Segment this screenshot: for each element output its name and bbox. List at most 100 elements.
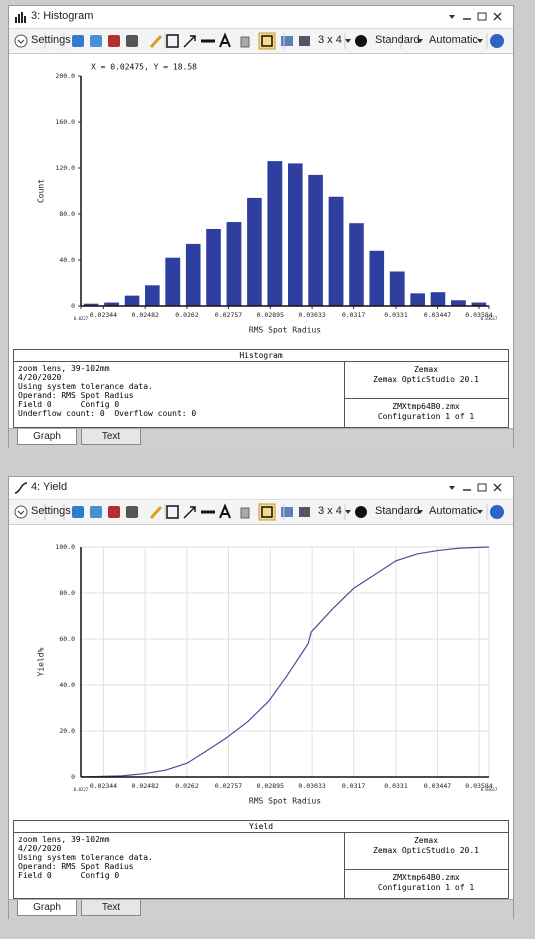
y-tick-label: 40.0 bbox=[59, 681, 75, 689]
tab[interactable]: Graph bbox=[17, 429, 77, 445]
tool-icon bbox=[72, 35, 84, 47]
histogram-bar bbox=[410, 293, 425, 306]
x-tick-label: 0.0262 bbox=[175, 311, 199, 319]
icon-curve bbox=[14, 482, 28, 494]
info-line: zoom lens, 39-102mm bbox=[18, 835, 110, 844]
info-line: Operand: RMS Spot Radius bbox=[18, 391, 134, 400]
tab[interactable]: Text bbox=[81, 429, 141, 445]
histogram-bar bbox=[83, 303, 99, 306]
x-tick-label: 0.02895 bbox=[257, 782, 284, 790]
x-tick-label: 0.03447 bbox=[424, 311, 451, 319]
close bbox=[493, 483, 502, 492]
rect-tool bbox=[166, 34, 179, 48]
toolbar-label[interactable]: Settings bbox=[31, 505, 71, 517]
y-tick-label: 200.0 bbox=[55, 72, 75, 80]
icon-bar bbox=[21, 12, 23, 23]
window-title: 4: Yield bbox=[31, 481, 68, 493]
layer-tool bbox=[299, 507, 310, 517]
window-tool bbox=[281, 507, 293, 517]
info-title: Yield bbox=[248, 822, 274, 831]
x-tick-label: 0.03033 bbox=[298, 782, 325, 790]
tool-icon bbox=[108, 506, 120, 518]
x-tick-label: 0.03033 bbox=[298, 311, 325, 319]
histogram-bar bbox=[145, 285, 160, 306]
window-controls bbox=[449, 12, 502, 21]
info-line: Field 0 Config 0 bbox=[18, 871, 120, 880]
maximize bbox=[477, 483, 487, 492]
info-line: ZMXtmp64B0.zmx bbox=[392, 873, 460, 882]
chart: 0 20.0 40.0 60.0 80.0 100.0 0.0227 0.02344 0.024… bbox=[37, 543, 499, 806]
info-box: Yield zoom lens, 39-102mm 4/20/2020 Using s… bbox=[13, 820, 509, 899]
info-line: 4/20/2020 bbox=[18, 844, 62, 853]
tool-icon bbox=[126, 35, 138, 47]
x-axis-label: RMS Spot Radius bbox=[249, 797, 321, 806]
help bbox=[490, 505, 504, 519]
x-tick-label: 0.03584 bbox=[465, 311, 492, 319]
settings-toggle bbox=[14, 34, 28, 48]
y-axis-label: Count bbox=[37, 179, 46, 203]
tab-strip: Graph Text bbox=[9, 428, 513, 448]
tab[interactable]: Text bbox=[81, 900, 141, 916]
histogram-bar bbox=[124, 295, 140, 306]
grid-tool bbox=[261, 506, 273, 518]
window-tool bbox=[281, 36, 293, 46]
y-axis-label: Yield% bbox=[37, 647, 46, 676]
settings-toggle bbox=[14, 505, 28, 519]
info-split bbox=[344, 869, 508, 870]
y-tick-label: 80.0 bbox=[59, 589, 75, 597]
toolbar-icons bbox=[14, 503, 504, 521]
lock-tool bbox=[240, 36, 250, 48]
info-right bbox=[344, 362, 508, 427]
x-tick-label: 0.0317 bbox=[342, 782, 366, 790]
info-line: Using system tolerance data. bbox=[18, 853, 153, 862]
tab[interactable]: Graph bbox=[17, 900, 77, 916]
layout-arrow bbox=[345, 510, 351, 514]
info-line: Zemax bbox=[413, 836, 439, 845]
toolbar-label[interactable]: Automatic bbox=[429, 505, 478, 517]
histogram-bar bbox=[206, 228, 221, 306]
x-tick-label: 0.03617 bbox=[481, 316, 498, 321]
refresh-tool bbox=[355, 506, 367, 518]
x-tick-label: 0.0331 bbox=[384, 782, 408, 790]
info-line: Configuration 1 of 1 bbox=[377, 412, 475, 421]
toolbar-label[interactable]: 3 x 4 bbox=[318, 34, 342, 46]
std-arrow bbox=[417, 39, 423, 43]
arrow-tool bbox=[183, 35, 196, 48]
toolbar-label[interactable]: Standard bbox=[375, 505, 420, 517]
info-line: Field 0 Config 0 bbox=[18, 400, 120, 409]
icon-bar bbox=[18, 14, 20, 23]
info-line: Zemax bbox=[413, 365, 439, 374]
toolbar-label[interactable]: 3 x 4 bbox=[318, 505, 342, 517]
toolbar: Settings 3 x 4 Standard Automatic bbox=[9, 500, 513, 525]
x-axis-label: RMS Spot Radius bbox=[249, 326, 321, 335]
histogram-bar bbox=[185, 243, 201, 306]
x-tick-label: 0.02895 bbox=[257, 311, 284, 319]
info-title: Histogram bbox=[239, 351, 283, 360]
tool-icon bbox=[126, 506, 138, 518]
chart: 0 40.0 80.0 120.0 160.0 200.0 0.0227 0.02344 0.0… bbox=[37, 63, 499, 335]
info-line: Using system tolerance data. bbox=[18, 382, 153, 391]
x-tick-label: 0.0331 bbox=[384, 311, 408, 319]
histogram-bar bbox=[471, 302, 487, 306]
window-icon bbox=[14, 482, 28, 494]
toolbar-label[interactable]: Standard bbox=[375, 34, 420, 46]
y-tick-label: 80.0 bbox=[59, 210, 75, 218]
y-tick-label: 0 bbox=[71, 773, 75, 781]
dropdown-arrow bbox=[449, 486, 455, 490]
toolbar-label[interactable]: Settings bbox=[31, 34, 71, 46]
rect-tool bbox=[166, 505, 179, 519]
title-bar: 4: Yield bbox=[9, 477, 513, 500]
info-header bbox=[14, 821, 508, 833]
text-tool bbox=[219, 503, 231, 519]
y-tick-label: 120.0 bbox=[55, 164, 75, 172]
window: 4: Yield Settings 3 x 4 Standard Automatic 0 2… bbox=[8, 476, 514, 919]
x-tick-label: 0.0317 bbox=[342, 311, 366, 319]
arrow-tool bbox=[183, 506, 196, 519]
y-tick-label: 0 bbox=[71, 302, 75, 310]
toolbar-label[interactable]: Automatic bbox=[429, 34, 478, 46]
lock-tool bbox=[240, 507, 250, 519]
x-tick-label: 0.0227 bbox=[74, 787, 89, 792]
dropdown-arrow bbox=[449, 15, 455, 19]
std-arrow bbox=[417, 510, 423, 514]
tool-icon bbox=[72, 506, 84, 518]
